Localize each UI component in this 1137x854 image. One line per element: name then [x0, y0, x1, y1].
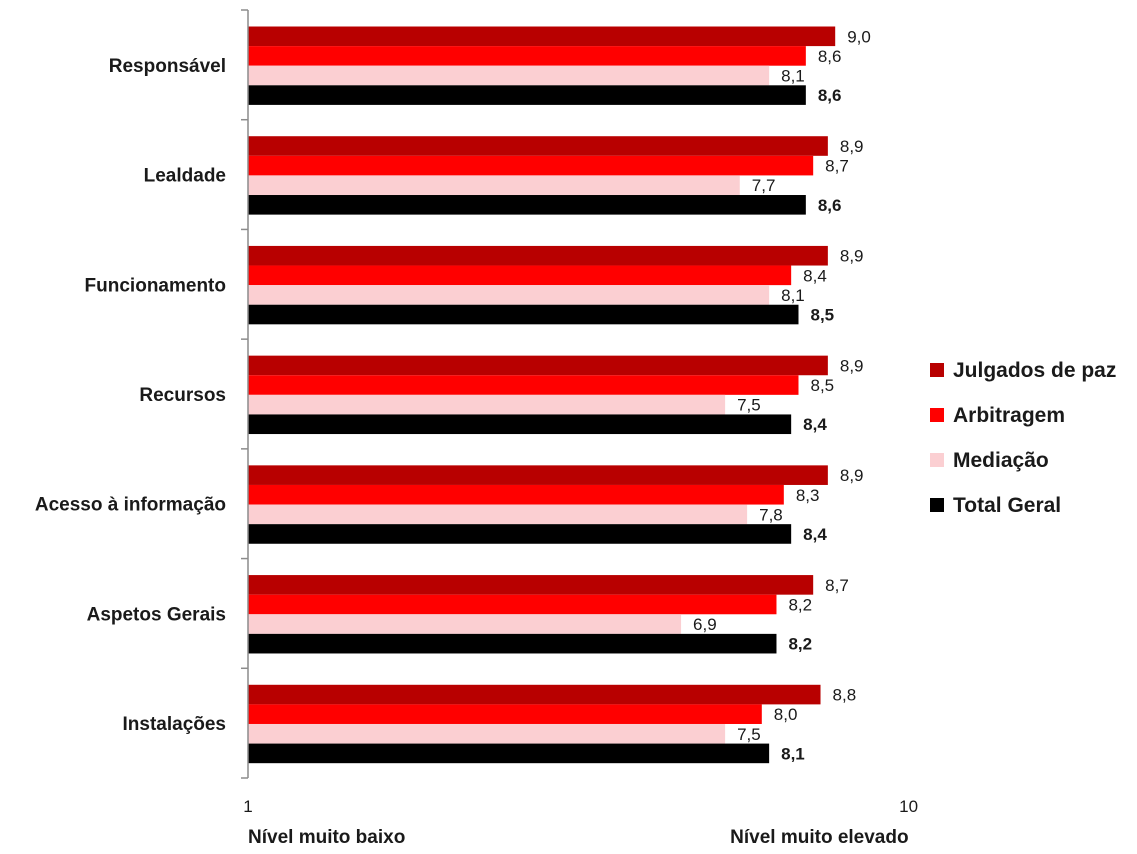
data-label-instalacoes-arbitragem: 8,0 — [774, 705, 798, 724]
data-label-funcionamento-mediacao: 8,1 — [781, 286, 805, 305]
data-label-instalacoes-total-geral: 8,1 — [781, 744, 805, 763]
bar-recursos-arbitragem — [248, 375, 799, 395]
category-label-funcionamento: Funcionamento — [85, 275, 226, 296]
bar-aspetos-gerais-arbitragem — [248, 594, 777, 615]
bar-funcionamento-mediacao — [248, 285, 770, 305]
bar-lealdade-arbitragem — [248, 155, 814, 176]
data-label-acesso-a-informacao-julgados-de-paz: 8,9 — [840, 466, 864, 485]
bar-acesso-a-informacao-mediacao — [248, 504, 748, 525]
category-label-aspetos-gerais: Aspetos Gerais — [87, 604, 226, 625]
data-label-aspetos-gerais-julgados-de-paz: 8,7 — [825, 576, 849, 595]
bar-acesso-a-informacao-julgados-de-paz — [248, 465, 828, 485]
bar-responsavel-julgados-de-paz — [248, 26, 836, 47]
data-label-recursos-arbitragem: 8,5 — [811, 376, 835, 395]
bar-instalacoes-mediacao — [248, 723, 726, 744]
bar-funcionamento-julgados-de-paz — [248, 245, 828, 266]
data-label-aspetos-gerais-arbitragem: 8,2 — [788, 595, 812, 614]
data-label-lealdade-total-geral: 8,6 — [818, 196, 842, 215]
data-label-instalacoes-mediacao: 7,5 — [737, 725, 761, 744]
legend-label-julgados-de-paz: Julgados de paz — [953, 359, 1116, 382]
legend-label-arbitragem: Arbitragem — [953, 404, 1065, 427]
bar-aspetos-gerais-mediacao — [248, 614, 682, 634]
bar-instalacoes-total-geral — [248, 743, 770, 764]
category-label-instalacoes: Instalações — [123, 714, 227, 735]
category-label-acesso-a-informacao: Acesso à informação — [35, 495, 226, 516]
data-label-responsavel-mediacao: 8,1 — [781, 67, 805, 86]
category-label-recursos: Recursos — [139, 385, 226, 406]
x-axis-caption-low: Nível muito baixo — [248, 827, 405, 848]
x-tick-label-1: 1 — [243, 797, 252, 816]
legend-label-total-geral: Total Geral — [953, 494, 1061, 517]
legend: Julgados de paz Arbitragem Mediação Total G… — [930, 359, 1116, 517]
bar-aspetos-gerais-total-geral — [248, 633, 777, 654]
data-label-lealdade-julgados-de-paz: 8,9 — [840, 137, 864, 156]
bar-lealdade-mediacao — [248, 175, 740, 196]
data-label-instalacoes-julgados-de-paz: 8,8 — [833, 686, 857, 705]
data-label-acesso-a-informacao-total-geral: 8,4 — [803, 525, 827, 544]
bar-funcionamento-arbitragem — [248, 265, 792, 286]
data-label-responsavel-julgados-de-paz: 9,0 — [847, 27, 871, 46]
value-labels-layer: 9,08,68,18,68,98,77,78,68,98,48,18,58,98… — [693, 27, 871, 763]
bar-responsavel-total-geral — [248, 85, 806, 105]
data-label-recursos-julgados-de-paz: 8,9 — [840, 356, 864, 375]
data-label-acesso-a-informacao-arbitragem: 8,3 — [796, 486, 820, 505]
legend-swatch-arbitragem — [930, 408, 944, 422]
data-label-aspetos-gerais-total-geral: 8,2 — [788, 635, 812, 654]
data-label-recursos-mediacao: 7,5 — [737, 396, 761, 415]
category-label-responsavel: Responsável — [109, 56, 226, 77]
bars-layer — [248, 26, 836, 764]
category-label-lealdade: Lealdade — [144, 166, 226, 187]
bar-recursos-julgados-de-paz — [248, 355, 828, 376]
bar-lealdade-julgados-de-paz — [248, 136, 828, 156]
bar-acesso-a-informacao-total-geral — [248, 524, 792, 544]
data-label-aspetos-gerais-mediacao: 6,9 — [693, 615, 717, 634]
legend-swatch-julgados-de-paz — [930, 363, 944, 377]
data-label-acesso-a-informacao-mediacao: 7,8 — [759, 505, 783, 524]
bar-responsavel-mediacao — [248, 65, 770, 86]
legend-label-mediacao: Mediação — [953, 449, 1049, 472]
data-label-funcionamento-arbitragem: 8,4 — [803, 266, 827, 285]
legend-swatch-total-geral — [930, 498, 944, 512]
bar-funcionamento-total-geral — [248, 304, 799, 325]
bar-acesso-a-informacao-arbitragem — [248, 484, 784, 505]
bar-instalacoes-julgados-de-paz — [248, 684, 821, 705]
data-label-recursos-total-geral: 8,4 — [803, 415, 827, 434]
legend-swatch-mediacao — [930, 453, 944, 467]
axis-layer: Responsável Lealdade Funcionamento Recursos… — [35, 9, 918, 848]
bar-lealdade-total-geral — [248, 195, 806, 215]
bar-aspetos-gerais-julgados-de-paz — [248, 575, 814, 595]
data-label-responsavel-arbitragem: 8,6 — [818, 47, 842, 66]
bar-instalacoes-arbitragem — [248, 704, 762, 724]
x-tick-label-10: 10 — [899, 797, 918, 816]
data-label-lealdade-arbitragem: 8,7 — [825, 157, 849, 176]
x-axis-caption-high: Nível muito elevado — [730, 827, 908, 848]
data-label-funcionamento-julgados-de-paz: 8,9 — [840, 247, 864, 266]
bar-recursos-mediacao — [248, 394, 726, 415]
bar-responsavel-arbitragem — [248, 46, 806, 66]
data-label-lealdade-mediacao: 7,7 — [752, 176, 776, 195]
data-label-funcionamento-total-geral: 8,5 — [811, 306, 835, 325]
bar-recursos-total-geral — [248, 414, 792, 435]
data-label-responsavel-total-geral: 8,6 — [818, 86, 842, 105]
